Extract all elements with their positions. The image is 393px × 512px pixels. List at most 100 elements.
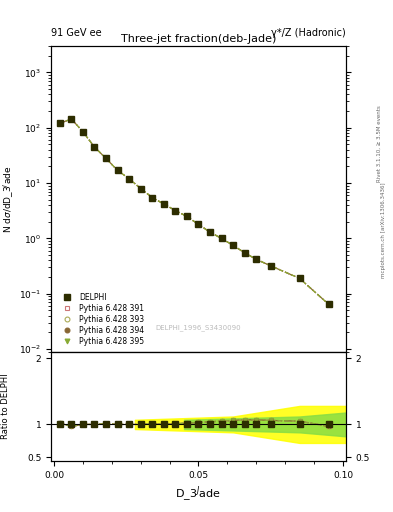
- Pythia 6.428 393: [150, 195, 154, 201]
- Pythia 6.428 391: [162, 201, 166, 207]
- Pythia 6.428 394: [297, 275, 302, 282]
- Pythia 6.428 391: [69, 116, 73, 122]
- Pythia 6.428 394: [150, 195, 154, 201]
- Pythia 6.428 394: [268, 263, 273, 269]
- DELPHI: [81, 129, 85, 135]
- Pythia 6.428 391: [138, 185, 143, 191]
- DELPHI: [57, 120, 62, 126]
- Pythia 6.428 395: [138, 185, 143, 191]
- Pythia 6.428 391: [268, 263, 273, 269]
- Pythia 6.428 394: [138, 185, 143, 191]
- Pythia 6.428 393: [69, 116, 73, 122]
- Pythia 6.428 395: [297, 275, 302, 282]
- Line: Pythia 6.428 395: Pythia 6.428 395: [57, 116, 331, 307]
- Pythia 6.428 395: [231, 242, 235, 248]
- Pythia 6.428 393: [297, 275, 302, 282]
- Pythia 6.428 394: [242, 250, 247, 256]
- DELPHI: [196, 221, 201, 227]
- Pythia 6.428 393: [57, 120, 62, 126]
- Y-axis label: Ratio to DELPHI: Ratio to DELPHI: [1, 373, 10, 439]
- Pythia 6.428 393: [115, 167, 120, 174]
- Pythia 6.428 391: [254, 256, 259, 262]
- Pythia 6.428 395: [115, 167, 120, 174]
- Pythia 6.428 394: [254, 256, 259, 262]
- Pythia 6.428 394: [231, 242, 235, 248]
- Pythia 6.428 394: [162, 201, 166, 207]
- Pythia 6.428 391: [219, 236, 224, 242]
- DELPHI: [127, 176, 132, 182]
- Pythia 6.428 395: [185, 214, 189, 220]
- Legend: DELPHI, Pythia 6.428 391, Pythia 6.428 393, Pythia 6.428 394, Pythia 6.428 395: DELPHI, Pythia 6.428 391, Pythia 6.428 3…: [55, 291, 147, 348]
- Pythia 6.428 391: [297, 275, 302, 282]
- Pythia 6.428 391: [104, 155, 108, 161]
- Pythia 6.428 393: [208, 229, 212, 235]
- Pythia 6.428 395: [219, 236, 224, 242]
- DELPHI: [326, 301, 331, 307]
- Pythia 6.428 394: [69, 116, 73, 122]
- Pythia 6.428 395: [81, 129, 85, 135]
- Pythia 6.428 395: [242, 250, 247, 256]
- Pythia 6.428 395: [127, 176, 132, 182]
- Pythia 6.428 395: [326, 301, 331, 307]
- Pythia 6.428 395: [162, 201, 166, 207]
- Pythia 6.428 394: [185, 214, 189, 220]
- Pythia 6.428 395: [268, 263, 273, 269]
- DELPHI: [173, 207, 178, 214]
- DELPHI: [150, 195, 154, 201]
- DELPHI: [162, 201, 166, 207]
- Pythia 6.428 393: [92, 144, 97, 150]
- Pythia 6.428 395: [150, 195, 154, 201]
- Pythia 6.428 394: [196, 221, 201, 227]
- Pythia 6.428 395: [196, 221, 201, 227]
- Pythia 6.428 393: [104, 155, 108, 161]
- Text: 91 GeV ee: 91 GeV ee: [51, 28, 102, 38]
- Pythia 6.428 393: [196, 221, 201, 227]
- DELPHI: [297, 275, 302, 282]
- Pythia 6.428 391: [57, 120, 62, 126]
- Pythia 6.428 395: [104, 155, 108, 161]
- DELPHI: [104, 155, 108, 161]
- X-axis label: D_3$^J$ade: D_3$^J$ade: [175, 485, 222, 504]
- Text: DELPHI_1996_S3430090: DELPHI_1996_S3430090: [156, 324, 241, 331]
- Pythia 6.428 393: [231, 242, 235, 248]
- Pythia 6.428 394: [208, 229, 212, 235]
- DELPHI: [208, 229, 212, 235]
- Pythia 6.428 393: [268, 263, 273, 269]
- Pythia 6.428 391: [81, 129, 85, 135]
- Pythia 6.428 393: [254, 256, 259, 262]
- Pythia 6.428 391: [92, 144, 97, 150]
- Pythia 6.428 395: [208, 229, 212, 235]
- Pythia 6.428 393: [138, 185, 143, 191]
- Text: γ*/Z (Hadronic): γ*/Z (Hadronic): [271, 28, 346, 38]
- Pythia 6.428 391: [196, 221, 201, 227]
- Pythia 6.428 394: [127, 176, 132, 182]
- Line: Pythia 6.428 391: Pythia 6.428 391: [57, 116, 331, 307]
- DELPHI: [268, 263, 273, 269]
- Pythia 6.428 391: [208, 229, 212, 235]
- DELPHI: [69, 116, 73, 122]
- DELPHI: [92, 144, 97, 150]
- Pythia 6.428 391: [231, 242, 235, 248]
- Pythia 6.428 395: [57, 120, 62, 126]
- DELPHI: [231, 242, 235, 248]
- Pythia 6.428 391: [115, 167, 120, 174]
- Pythia 6.428 393: [81, 129, 85, 135]
- Pythia 6.428 395: [173, 207, 178, 214]
- Line: Pythia 6.428 394: Pythia 6.428 394: [57, 116, 331, 307]
- Title: Three-jet fraction(deb-Jade): Three-jet fraction(deb-Jade): [121, 34, 276, 44]
- Pythia 6.428 395: [69, 116, 73, 122]
- Pythia 6.428 394: [104, 155, 108, 161]
- DELPHI: [185, 214, 189, 220]
- Pythia 6.428 391: [150, 195, 154, 201]
- Pythia 6.428 391: [326, 301, 331, 307]
- DELPHI: [254, 256, 259, 262]
- Pythia 6.428 393: [162, 201, 166, 207]
- Pythia 6.428 393: [127, 176, 132, 182]
- Line: Pythia 6.428 393: Pythia 6.428 393: [57, 116, 331, 307]
- Y-axis label: N d$\sigma$/dD_3$^J$ade: N d$\sigma$/dD_3$^J$ade: [2, 165, 16, 232]
- Pythia 6.428 394: [92, 144, 97, 150]
- DELPHI: [242, 250, 247, 256]
- Pythia 6.428 391: [185, 214, 189, 220]
- Text: Rivet 3.1.10, ≥ 3.5M events: Rivet 3.1.10, ≥ 3.5M events: [377, 105, 382, 182]
- Pythia 6.428 394: [219, 236, 224, 242]
